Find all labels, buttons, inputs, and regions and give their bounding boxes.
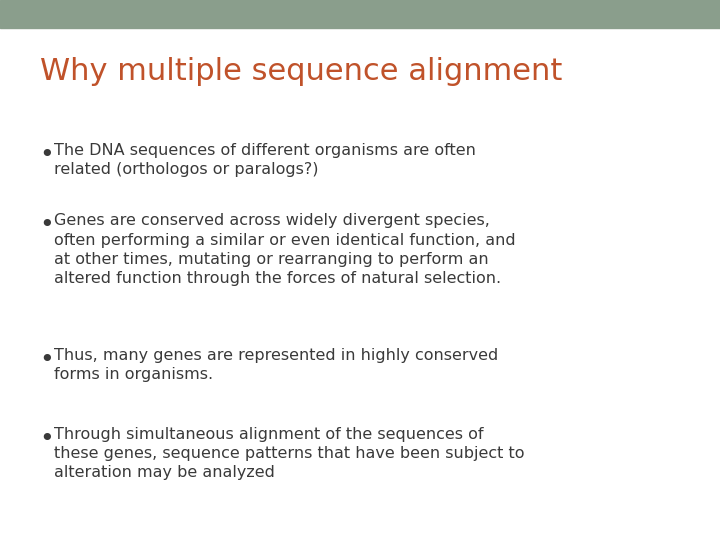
Text: Why multiple sequence alignment: Why multiple sequence alignment xyxy=(40,57,562,86)
Text: Genes are conserved across widely divergent species,
often performing a similar : Genes are conserved across widely diverg… xyxy=(54,213,516,286)
Text: The DNA sequences of different organisms are often
related (orthologos or paralo: The DNA sequences of different organisms… xyxy=(54,143,476,177)
Text: •: • xyxy=(40,348,54,372)
Bar xyxy=(0,0,720,28)
Text: •: • xyxy=(40,427,54,450)
Text: •: • xyxy=(40,213,54,237)
Text: •: • xyxy=(40,143,54,167)
Text: Through simultaneous alignment of the sequences of
these genes, sequence pattern: Through simultaneous alignment of the se… xyxy=(54,427,524,480)
Text: Thus, many genes are represented in highly conserved
forms in organisms.: Thus, many genes are represented in high… xyxy=(54,348,498,382)
